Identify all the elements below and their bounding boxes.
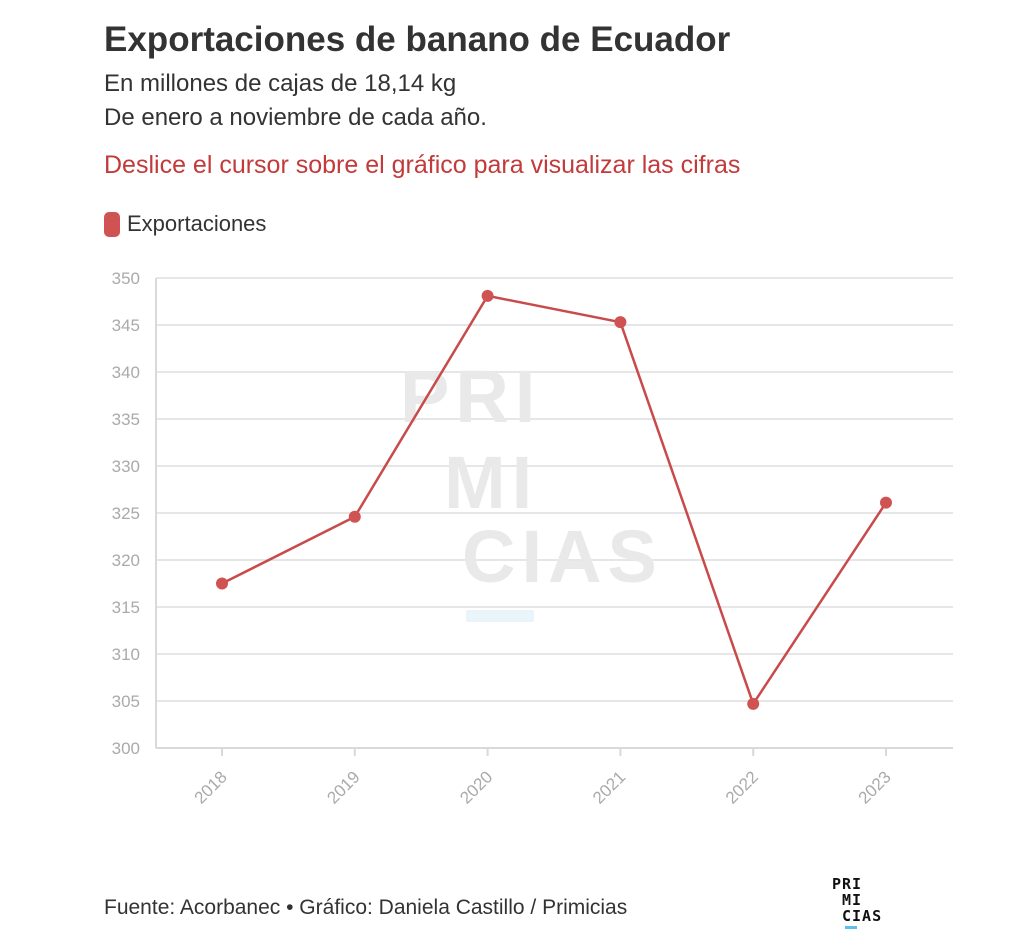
y-tick-label: 335 xyxy=(112,410,140,429)
watermark-line-1: PRI xyxy=(400,355,541,438)
hover-hint: Deslice el cursor sobre el gráfico para … xyxy=(104,151,741,179)
y-tick-label: 320 xyxy=(112,551,140,570)
grid-layer xyxy=(156,277,953,749)
data-point-2019[interactable]: 2019: 324.6 xyxy=(348,510,361,523)
data-point-2021[interactable]: 2021: 345.3 xyxy=(614,316,627,329)
x-tick-label: 2021 xyxy=(589,767,629,807)
legend-label: Exportaciones xyxy=(127,211,267,236)
x-tick-label: 2018 xyxy=(191,767,231,807)
chart-subtitle-units: En millones de cajas de 18,14 kg xyxy=(104,70,457,97)
logo-line-3: CIAS xyxy=(842,907,883,925)
x-tick-label: 2020 xyxy=(456,767,496,807)
watermark-line-3: CIAS xyxy=(462,515,663,598)
logo-line-1: PRI xyxy=(832,875,863,893)
y-tick-label: 300 xyxy=(112,739,140,758)
y-tick-label: 315 xyxy=(112,598,140,617)
logo-accent-bar xyxy=(845,926,857,929)
y-tick-label: 350 xyxy=(112,269,140,288)
series-line-exportaciones[interactable] xyxy=(221,294,888,706)
y-tick-label: 330 xyxy=(112,457,140,476)
logo-line-2: MI xyxy=(842,891,863,909)
series-layer: 2018: 317.5 2019: 324.6 2020: 348.1 2021: 3… xyxy=(216,289,892,710)
source-credit: Fuente: Acorbanec • Gráfico: Daniela Cas… xyxy=(104,896,628,919)
chart-title: Exportaciones de banano de Ecuador xyxy=(104,20,731,59)
y-tick-label: 345 xyxy=(112,316,140,335)
data-point-2023[interactable]: 2023: 326.1 xyxy=(880,496,892,509)
y-tick-label: 325 xyxy=(112,504,140,523)
legend-swatch xyxy=(104,211,120,237)
x-tick-label: 2023 xyxy=(855,767,895,807)
line-chart[interactable]: PRI MI CIAS 300 305 310 315 320 325 330 335 340 3… xyxy=(0,0,1024,860)
chart-legend[interactable]: Exportaciones xyxy=(104,211,266,237)
y-tick-label: 340 xyxy=(112,363,140,382)
watermark-bar xyxy=(466,610,534,622)
watermark: PRI MI CIAS xyxy=(400,355,663,622)
data-point-2020[interactable]: 2020: 348.1 xyxy=(481,289,494,302)
data-point-2018[interactable]: 2018: 317.5 xyxy=(216,577,228,590)
primicias-logo[interactable]: PRI MI CIAS xyxy=(832,876,882,924)
chart-subtitle-period: De enero a noviembre de cada año. xyxy=(104,104,487,131)
data-point-2022[interactable]: 2022: 304.7 xyxy=(747,697,760,710)
y-tick-label: 305 xyxy=(112,692,140,711)
x-tick-label: 2022 xyxy=(722,767,762,807)
x-tick-label: 2019 xyxy=(323,767,363,807)
y-tick-label: 310 xyxy=(112,645,140,664)
watermark-line-2: MI xyxy=(444,441,538,524)
